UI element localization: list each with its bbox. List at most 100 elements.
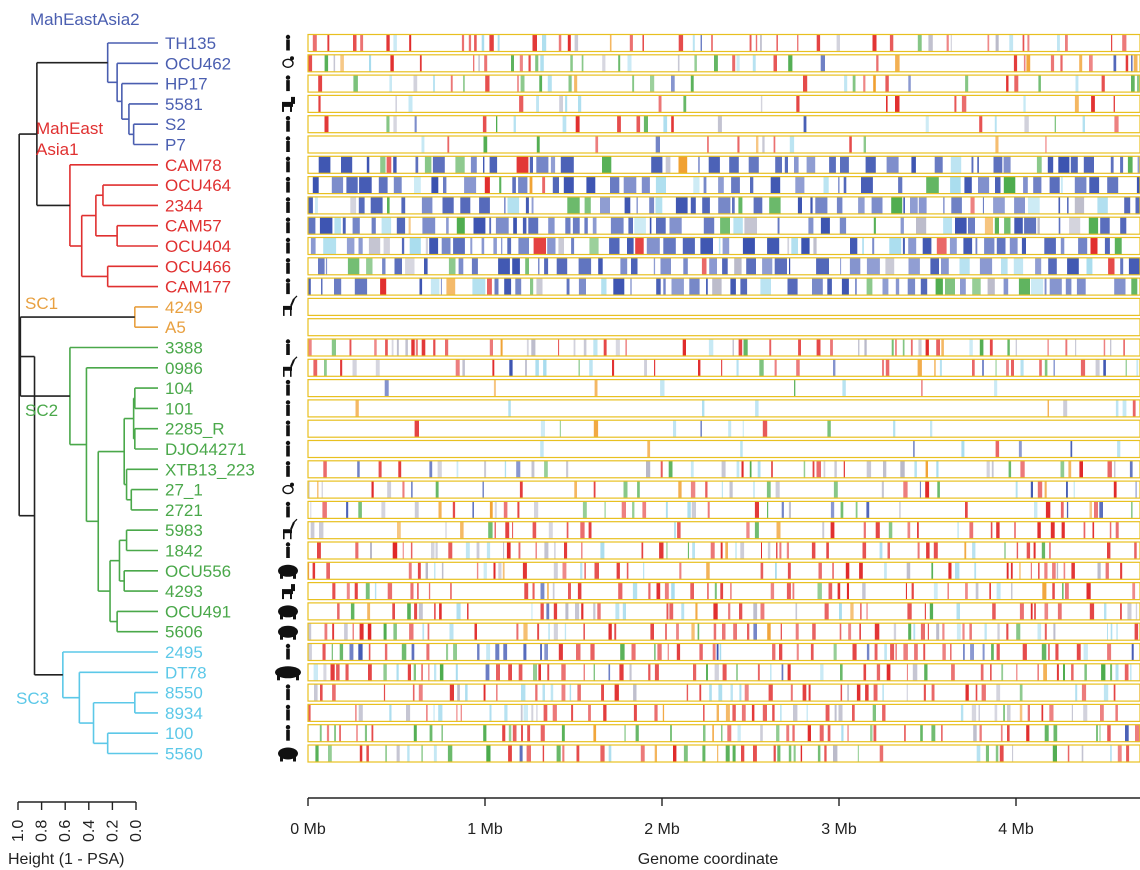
track-segment <box>1023 176 1028 194</box>
track-segment <box>577 582 582 600</box>
track-segment <box>424 156 432 174</box>
track-border <box>307 358 1140 377</box>
track-segment <box>796 643 799 661</box>
track-segment <box>472 278 486 296</box>
track-border <box>307 379 1140 398</box>
human-icon <box>285 643 291 660</box>
track-segment <box>429 460 433 478</box>
track-segment <box>390 54 394 72</box>
track-segment <box>535 54 539 72</box>
track-segment <box>544 542 549 559</box>
track-segment <box>488 521 493 539</box>
track-segment <box>975 582 979 600</box>
track-segment <box>485 663 490 681</box>
track-segment <box>1124 196 1131 214</box>
track-segment <box>1132 399 1136 417</box>
track-segment <box>757 663 760 681</box>
tree-axis-tick-label: 0.6 <box>57 820 74 842</box>
track-segment <box>824 745 827 762</box>
track-segment <box>1097 196 1108 214</box>
track-segment <box>1020 359 1024 377</box>
track-segment <box>673 420 677 438</box>
track-border <box>307 135 1140 154</box>
track-segment <box>907 278 916 296</box>
track-segment <box>504 196 506 214</box>
track-segment <box>740 542 745 559</box>
track-segment <box>483 724 487 742</box>
track-segment <box>1065 582 1069 600</box>
track-segment <box>456 460 459 478</box>
track-segment <box>982 359 984 377</box>
track-segment <box>323 460 327 478</box>
track-segment <box>931 684 935 702</box>
track-segment <box>979 724 982 742</box>
track-segment <box>874 623 880 641</box>
track-segment <box>939 359 942 377</box>
track-segment <box>818 562 822 580</box>
track-segment <box>908 75 911 93</box>
track-segment <box>808 684 811 702</box>
track-border <box>307 216 1140 235</box>
track-segment <box>1018 278 1030 296</box>
track-segment <box>1044 359 1048 377</box>
track-segment <box>552 582 555 600</box>
track-segment <box>996 521 1000 539</box>
track-segment <box>1056 562 1059 580</box>
track-segment <box>516 623 519 641</box>
human-icon <box>285 34 291 51</box>
track-segment <box>677 521 681 539</box>
track-segment <box>1114 237 1122 255</box>
track-segment <box>776 542 778 559</box>
track-segment <box>1113 684 1116 702</box>
track-segment <box>561 684 566 702</box>
track-segment <box>1131 54 1133 72</box>
track-segment <box>872 34 877 52</box>
clade-label: Asia1 <box>36 140 79 159</box>
track-segment <box>347 257 360 275</box>
track-segment <box>568 75 572 93</box>
track-segment <box>502 724 506 742</box>
track-segment <box>313 359 318 377</box>
track-segment <box>523 623 528 641</box>
track-border <box>307 521 1140 540</box>
sample-label: XTB13_223 <box>165 460 255 479</box>
track-segment <box>995 136 999 153</box>
track-segment <box>962 623 965 641</box>
track-segment <box>322 643 326 661</box>
track-segment <box>1134 623 1139 641</box>
track-segment <box>1050 521 1055 539</box>
track-segment <box>687 542 689 559</box>
track-segment <box>941 724 943 742</box>
track-segment <box>995 745 999 762</box>
track-segment <box>366 257 373 275</box>
deer-icon <box>283 295 298 316</box>
track-segment <box>493 237 497 255</box>
track-segment <box>332 684 336 702</box>
track-segment <box>1099 724 1101 742</box>
track-segment <box>584 196 591 214</box>
track-segment <box>753 481 755 499</box>
track-segment <box>433 745 437 762</box>
track-segment <box>654 643 656 661</box>
track-segment <box>632 582 638 600</box>
track-segment <box>863 521 866 539</box>
track-segment <box>773 136 776 153</box>
track-segment <box>438 501 442 519</box>
track-segment <box>943 217 952 235</box>
track-segment <box>850 602 854 620</box>
track-segment <box>1019 684 1023 702</box>
track-segment <box>437 460 442 478</box>
track-segment <box>345 663 349 681</box>
track-segment <box>518 237 529 255</box>
track-segment <box>1095 359 1100 377</box>
track-segment <box>969 623 972 641</box>
track-segment <box>820 663 824 681</box>
track-segment <box>1044 278 1047 296</box>
track-border <box>307 236 1140 256</box>
track-segment <box>690 196 696 214</box>
track-segment <box>344 623 348 641</box>
track-segment <box>955 217 967 235</box>
track-segment <box>936 460 939 478</box>
track-segment <box>571 704 574 722</box>
track-segment <box>483 156 485 174</box>
